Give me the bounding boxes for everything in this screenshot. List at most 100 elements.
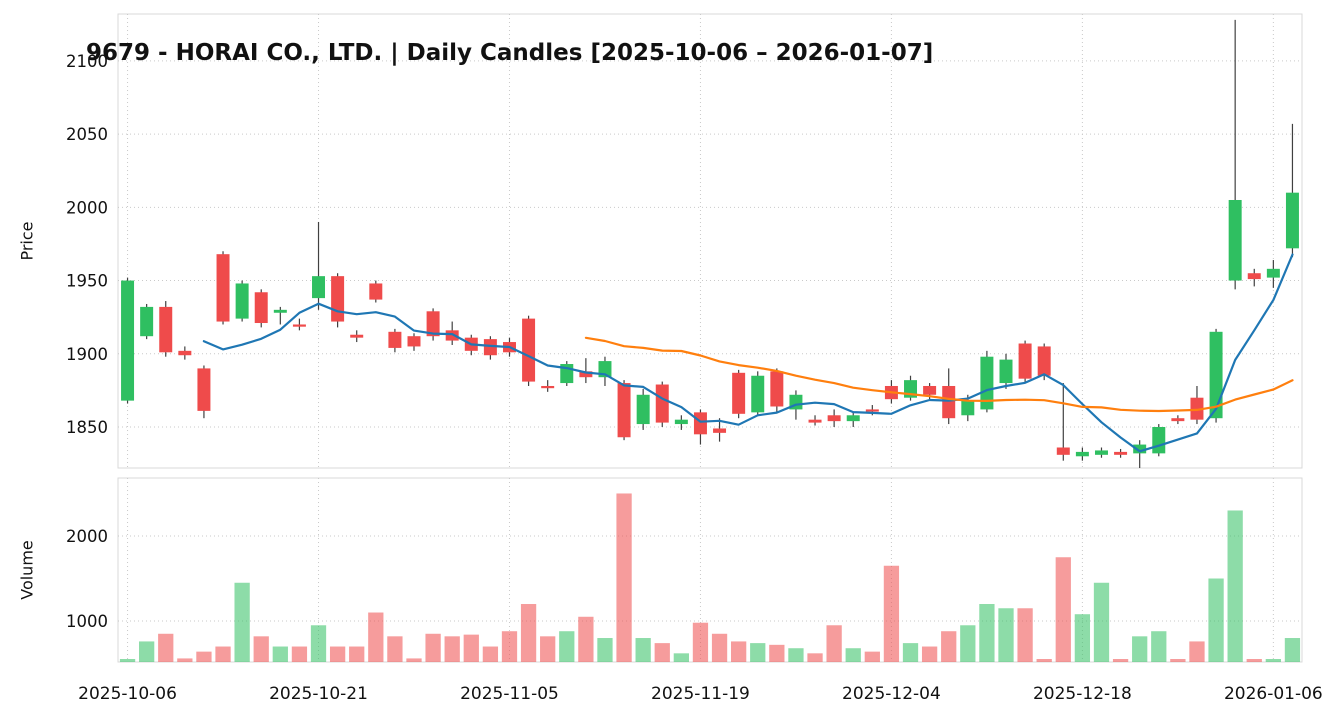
x-tick-label: 2025-12-18 [1033, 684, 1132, 704]
candle-body [655, 384, 669, 423]
volume-bar [559, 631, 575, 662]
candle-body [999, 359, 1013, 384]
candle-body [1285, 192, 1299, 249]
volume-bar [998, 608, 1014, 662]
candle-body [1209, 331, 1223, 419]
candle-body [292, 324, 306, 327]
volume-bar [979, 604, 995, 662]
candle [1190, 385, 1204, 425]
candle [1075, 447, 1089, 461]
candle-body [1247, 273, 1261, 280]
candle-body [407, 336, 421, 347]
candle-body [923, 385, 937, 395]
candle [655, 381, 669, 427]
volume-bar [883, 565, 900, 662]
gridlines [117, 13, 1303, 663]
candle [254, 289, 268, 328]
candle-body [1056, 447, 1070, 455]
x-tick-label: 2025-11-05 [460, 684, 559, 704]
volume-bar [654, 643, 670, 662]
candle-body [1075, 451, 1089, 457]
candle [827, 409, 841, 427]
candle-body [579, 371, 593, 378]
candle [732, 369, 746, 419]
candle [388, 328, 402, 353]
volume-bar [864, 651, 880, 662]
candle [942, 368, 956, 425]
volume-bar [425, 633, 441, 662]
volume-bar [158, 633, 174, 662]
volume-bar [1112, 659, 1129, 662]
x-tick-label: 2026-01-06 [1224, 684, 1323, 704]
volume-bar [1208, 578, 1224, 662]
candle-body [846, 415, 860, 422]
candle [369, 280, 383, 303]
candle-body [216, 254, 230, 322]
candle [541, 380, 555, 392]
candle [312, 221, 326, 310]
candle-body [980, 356, 994, 410]
candle-body [865, 409, 879, 412]
volume-bar [941, 631, 957, 662]
ma5-line [202, 253, 1294, 453]
volume-axis-label: Volume [17, 540, 37, 600]
x-tick-label: 2025-10-21 [269, 684, 368, 704]
candles-group [121, 19, 1299, 468]
candle-body [541, 385, 555, 389]
price-panel-border [117, 13, 1303, 469]
volume-bar [845, 648, 861, 662]
candle [407, 333, 421, 351]
candle-body [273, 309, 287, 313]
candle [350, 330, 364, 343]
candle-body [1171, 418, 1185, 422]
candle [904, 375, 918, 401]
candle [560, 361, 574, 386]
candle-body [140, 306, 154, 337]
volume-bar [711, 633, 728, 662]
candle [426, 308, 440, 341]
candle-body [732, 372, 746, 414]
volume-bar [1017, 608, 1033, 662]
volume-bar [826, 625, 842, 662]
volume-bar [807, 653, 823, 662]
candle-body [369, 283, 383, 300]
candle [273, 306, 287, 325]
volume-bar [387, 636, 403, 662]
candle-body [617, 383, 631, 438]
price-axis-label: Price [17, 221, 37, 261]
volume-bar [1227, 510, 1243, 662]
volume-bar [1074, 614, 1091, 662]
candle [1152, 424, 1166, 457]
volume-panel-border [117, 477, 1303, 663]
candle-body [178, 350, 192, 356]
candle-body [693, 412, 707, 435]
volume-bar [731, 641, 747, 662]
candle [846, 412, 860, 427]
candle [235, 280, 249, 322]
volume-bar [1189, 641, 1205, 662]
volume-bar [139, 641, 155, 662]
candle [1266, 260, 1280, 288]
price-tick-label: 1850 [66, 418, 108, 437]
volume-bar [406, 658, 422, 662]
volume-bar [1036, 659, 1052, 662]
candle [1247, 268, 1261, 287]
axis-ticks-group: 1850 1900 1950 2000 2050 2100 1000 2000 2025-10-… [66, 52, 1323, 704]
volume-bar [1284, 638, 1301, 662]
x-tick-label: 2025-10-06 [78, 684, 177, 704]
candle [292, 318, 306, 331]
chart-title: 9679 - HORAI CO., LTD. | Daily Candles [… [86, 40, 934, 66]
candle-body [751, 375, 765, 413]
candle-body [235, 283, 249, 319]
candle-body [713, 428, 727, 433]
candle-body [426, 311, 440, 337]
volume-bar [349, 646, 365, 662]
candle [674, 415, 688, 430]
candle [140, 303, 154, 340]
volume-bar [673, 653, 689, 662]
volume-bar [1246, 659, 1262, 662]
candle [1018, 340, 1032, 384]
candle [980, 350, 994, 413]
